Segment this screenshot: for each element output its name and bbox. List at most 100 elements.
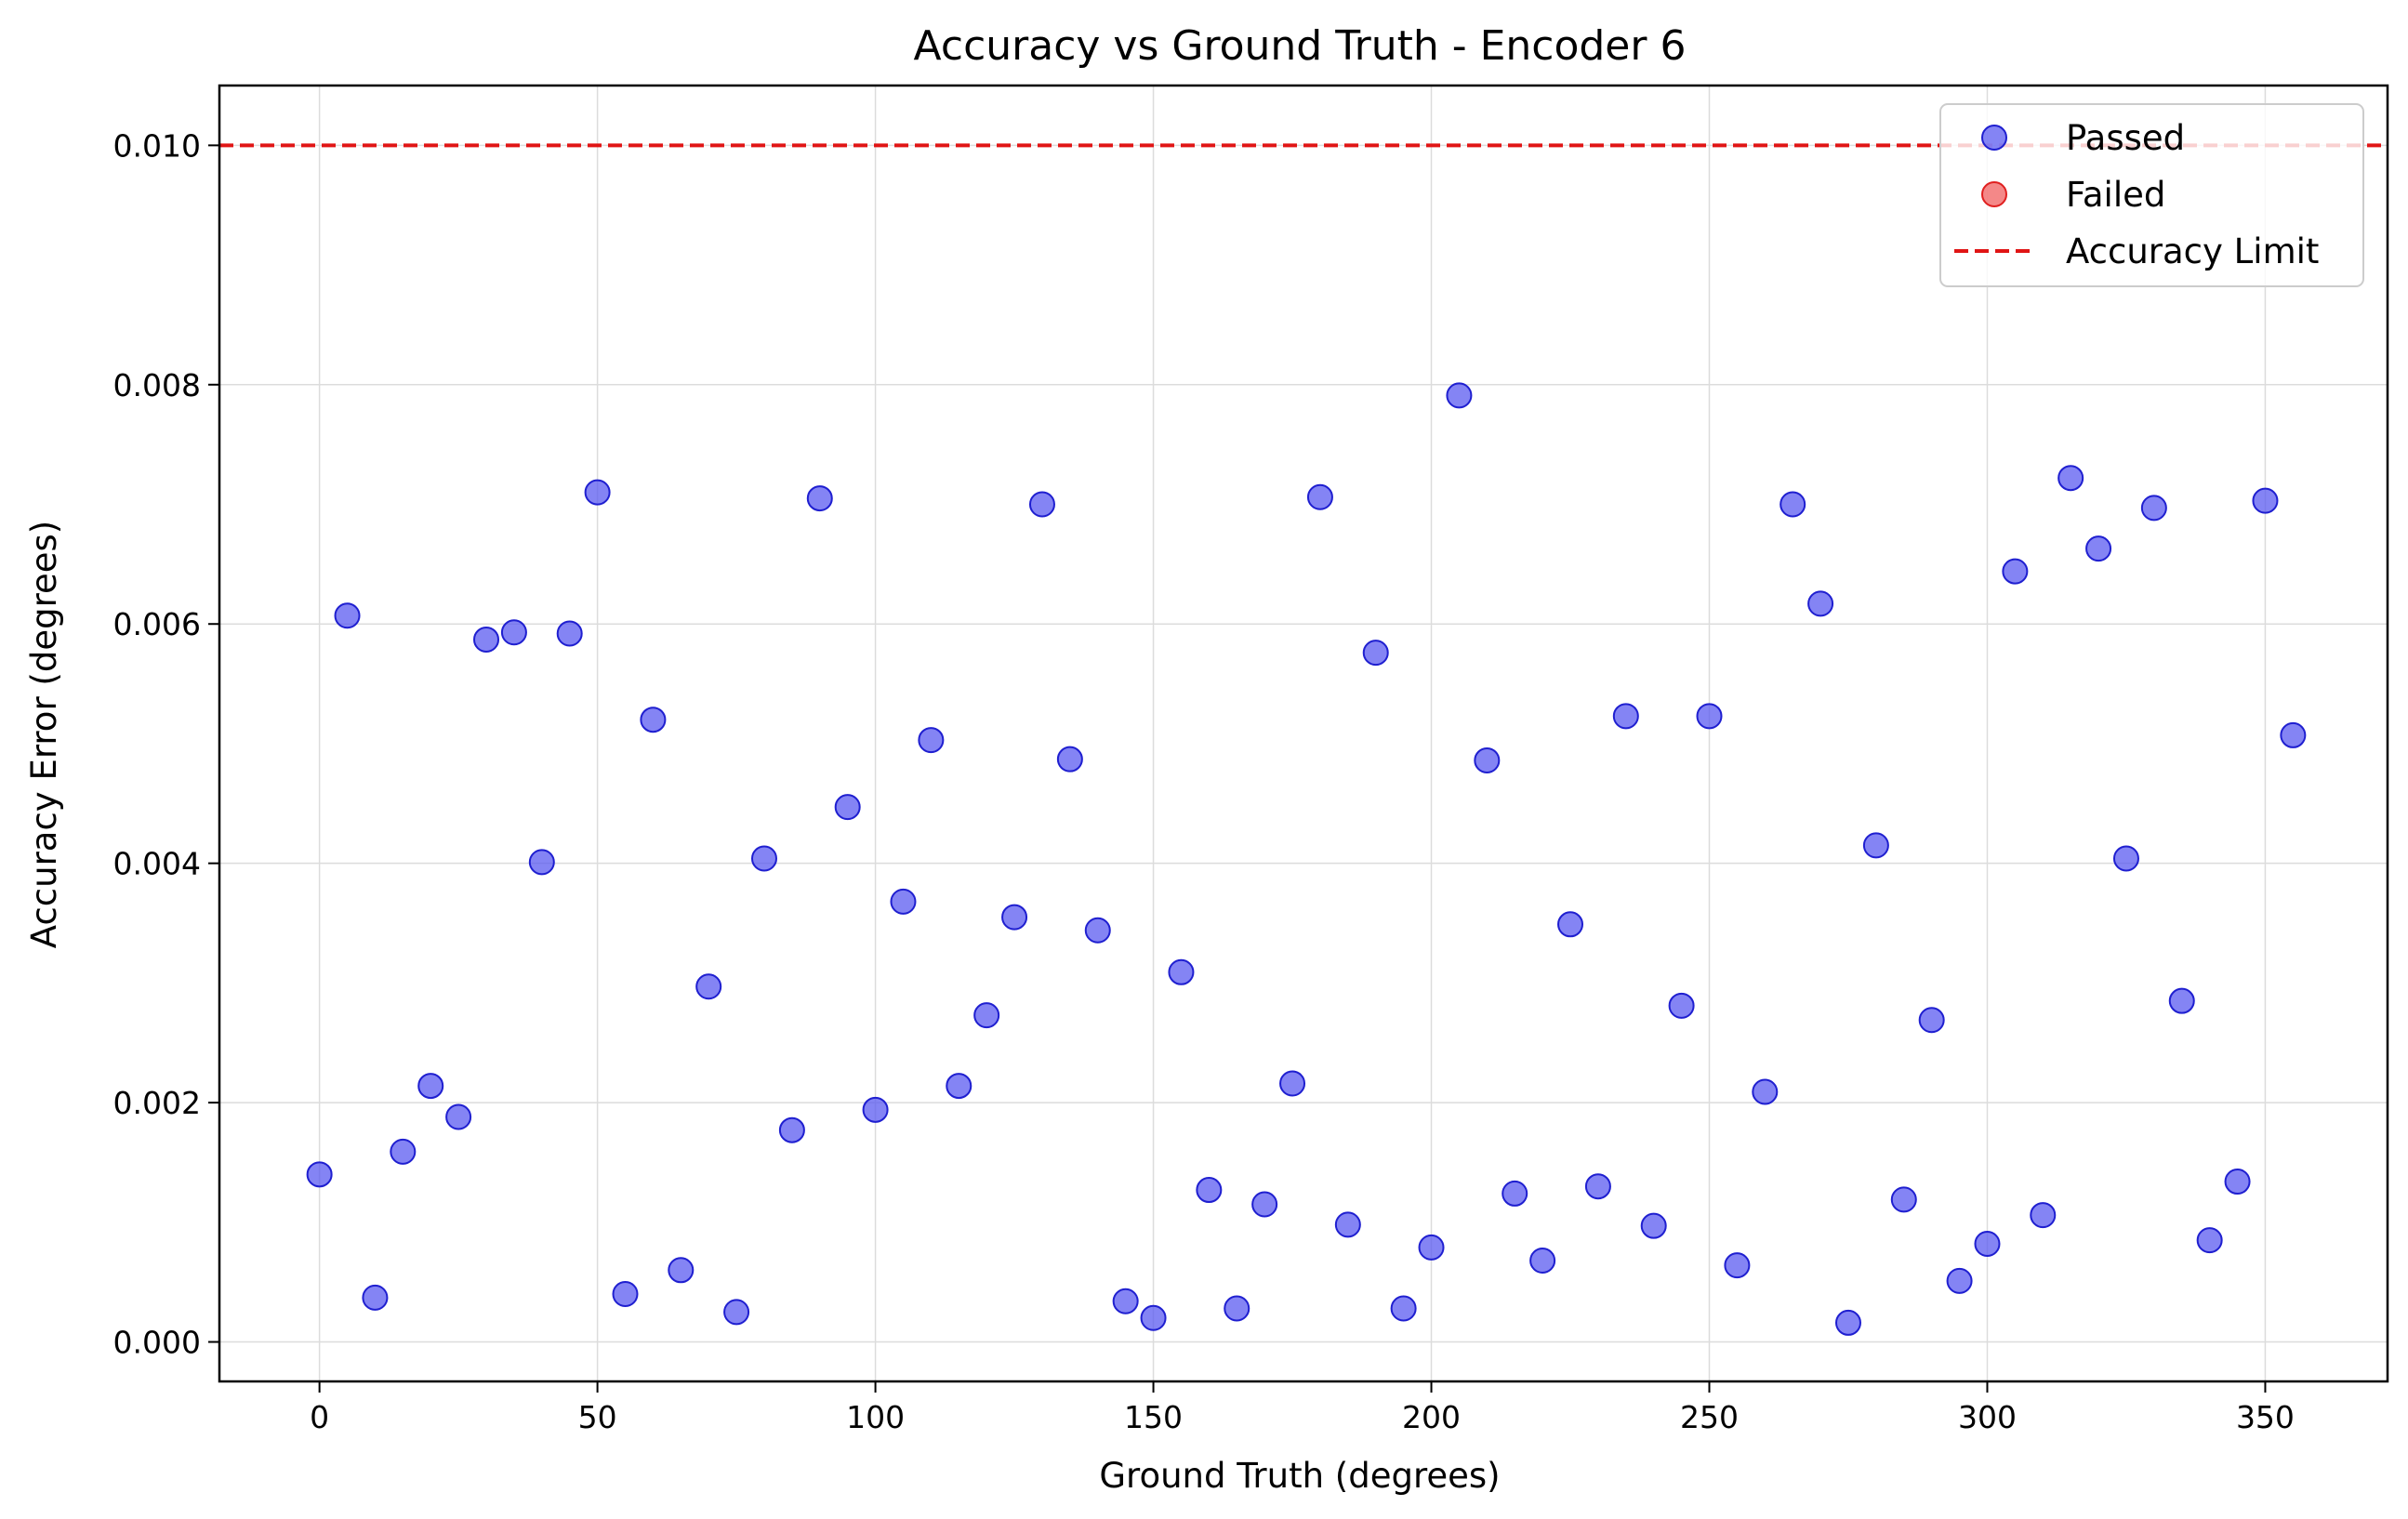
x-tick-label: 250 (1680, 1399, 1739, 1435)
passed-point (1612, 703, 1639, 730)
passed-point (973, 1002, 1000, 1029)
passed-point (1974, 1230, 2001, 1257)
passed-point (528, 849, 555, 876)
passed-point (778, 1116, 805, 1143)
passed-point (2252, 487, 2279, 514)
passed-point (1390, 1295, 1417, 1322)
y-tick-label: 0.008 (113, 367, 201, 403)
passed-point (1334, 1211, 1361, 1238)
legend: Passed Failed Accuracy Limit (1939, 103, 2364, 287)
y-tick-label: 0.010 (113, 127, 201, 164)
passed-point (946, 1073, 972, 1100)
passed-point (1001, 904, 1028, 931)
passed-point (2140, 495, 2167, 522)
y-tick-label: 0.002 (113, 1085, 201, 1121)
passed-point (1279, 1070, 1306, 1097)
legend-limit-label: Accuracy Limit (2066, 231, 2319, 271)
passed-point (2057, 465, 2084, 492)
passed-point (2280, 721, 2307, 748)
passed-point (1446, 382, 1473, 409)
passed-point (1306, 483, 1333, 510)
x-tick-label: 100 (846, 1399, 905, 1435)
passed-point (2168, 987, 2195, 1014)
passed-point (334, 602, 361, 629)
passed-point (862, 1096, 889, 1123)
passed-point (1418, 1234, 1445, 1261)
passed-point (362, 1284, 389, 1311)
legend-failed-label: Failed (2066, 175, 2165, 215)
x-tick-label: 0 (310, 1399, 329, 1435)
passed-point (1807, 590, 1834, 617)
x-tick-label: 300 (1958, 1399, 2017, 1435)
passed-point (668, 1257, 695, 1284)
x-axis-label: Ground Truth (degrees) (1099, 1456, 1500, 1496)
passed-point (306, 1161, 333, 1188)
passed-point (1584, 1173, 1611, 1200)
passed-point (1752, 1078, 1779, 1105)
passed-point (417, 1073, 444, 1100)
passed-point (1502, 1180, 1528, 1207)
passed-point (2030, 1202, 2057, 1229)
legend-failed-marker (1981, 181, 2007, 207)
passed-point (1028, 491, 1055, 518)
passed-point (723, 1299, 750, 1326)
y-axis-ticks: 0.000 0.002 0.004 0.006 0.008 0.010 (113, 127, 219, 1361)
passed-point (1668, 992, 1695, 1019)
plot-frame (218, 84, 2389, 1383)
passed-point (1696, 703, 1723, 730)
legend-box (1939, 103, 2364, 287)
passed-point (806, 485, 833, 512)
passed-point (640, 707, 667, 733)
chart-title: Accuracy vs Ground Truth - Encoder 6 (914, 22, 1687, 70)
passed-point (695, 973, 722, 1000)
passed-point (1640, 1212, 1667, 1239)
legend-passed-marker (1981, 125, 2007, 151)
passed-point (500, 619, 527, 646)
passed-point (1251, 1191, 1278, 1218)
passed-point (2196, 1227, 2223, 1254)
legend-passed-label: Passed (2066, 118, 2185, 158)
passed-point (1780, 491, 1806, 518)
y-tick-label: 0.006 (113, 606, 201, 642)
passed-point (1557, 911, 1584, 938)
passed-point (1890, 1186, 1917, 1213)
passed-point (445, 1103, 472, 1130)
passed-point (2002, 558, 2029, 585)
data-points (306, 382, 2307, 1336)
passed-point (1862, 832, 1889, 859)
passed-point (1918, 1007, 1945, 1034)
passed-point (1196, 1177, 1223, 1204)
passed-point (612, 1281, 639, 1308)
passed-point (390, 1138, 417, 1165)
passed-point (2224, 1169, 2251, 1195)
y-tick-label: 0.004 (113, 846, 201, 882)
passed-point (1084, 917, 1111, 944)
passed-point (556, 620, 583, 647)
passed-point (1946, 1267, 1973, 1294)
passed-point (1724, 1252, 1751, 1279)
passed-point (750, 845, 777, 872)
passed-point (2085, 535, 2112, 562)
passed-point (834, 794, 861, 821)
y-axis-label: Accuracy Error (degrees) (24, 521, 64, 948)
x-tick-label: 50 (578, 1399, 617, 1435)
passed-point (1529, 1247, 1556, 1274)
passed-point (2112, 845, 2139, 872)
passed-point (918, 727, 945, 754)
passed-point (1224, 1295, 1250, 1322)
x-tick-label: 150 (1124, 1399, 1183, 1435)
passed-point (1474, 746, 1501, 773)
x-tick-label: 200 (1402, 1399, 1461, 1435)
passed-point (1168, 958, 1195, 985)
passed-point (1112, 1288, 1139, 1314)
passed-point (584, 479, 611, 506)
passed-point (890, 888, 917, 915)
passed-point (1140, 1304, 1167, 1331)
x-tick-label: 350 (2236, 1399, 2295, 1435)
passed-point (1362, 640, 1389, 667)
x-axis-ticks: 0 50 100 150 200 250 300 350 (310, 1381, 2295, 1435)
passed-point (473, 626, 500, 653)
passed-point (1056, 746, 1083, 773)
passed-point (1834, 1309, 1861, 1336)
